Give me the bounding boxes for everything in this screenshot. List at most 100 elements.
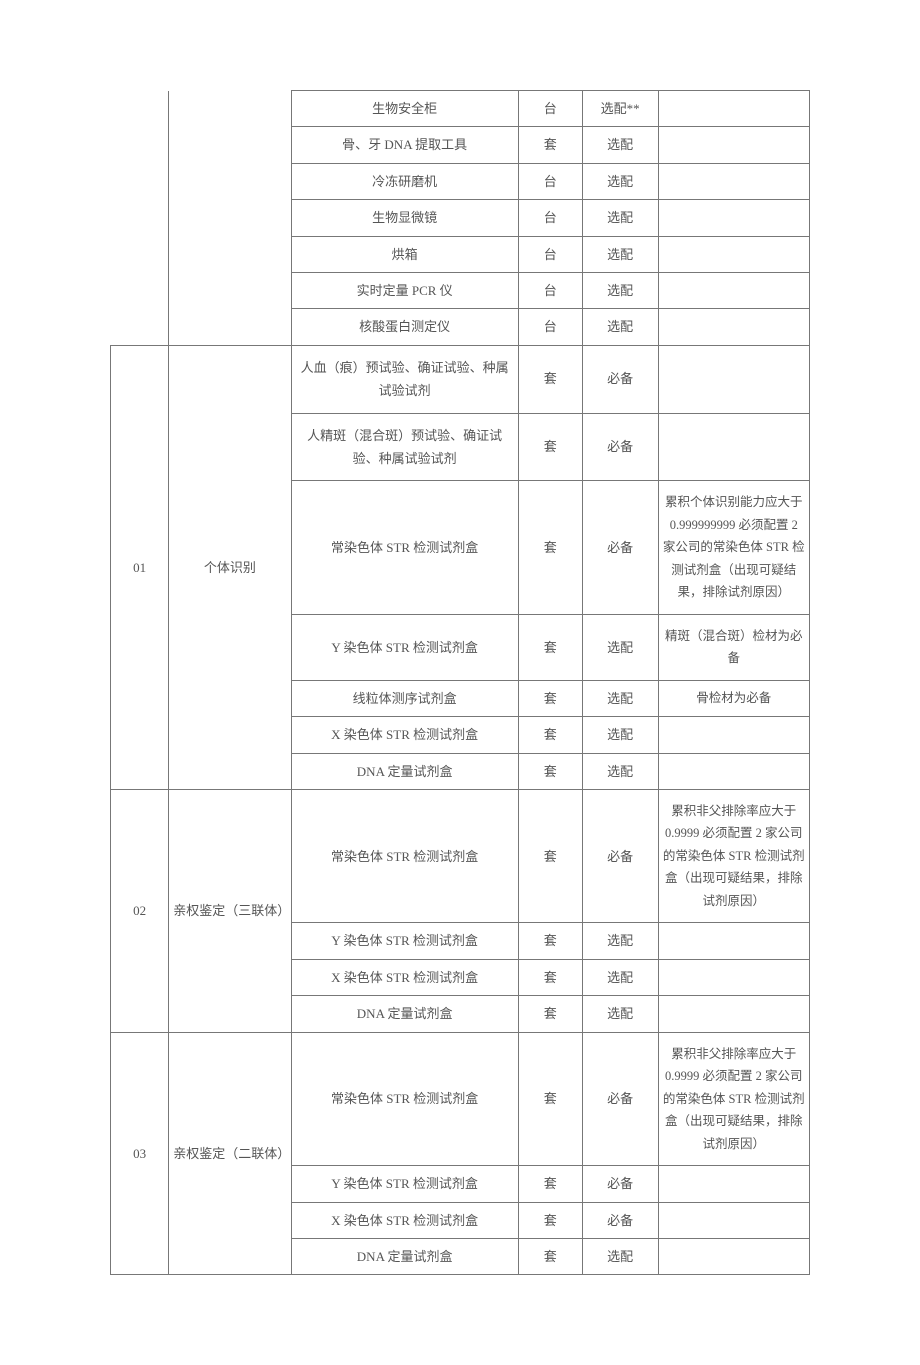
row-note (658, 1238, 809, 1274)
row-category: 亲权鉴定（二联体） (169, 1032, 291, 1275)
row-id (111, 91, 169, 346)
row-unit: 台 (518, 272, 582, 308)
row-item: X 染色体 STR 检测试剂盒 (291, 717, 518, 753)
row-requirement: 选配 (582, 127, 658, 163)
row-requirement: 选配 (582, 236, 658, 272)
row-unit: 台 (518, 236, 582, 272)
row-note (658, 309, 809, 345)
row-item: 骨、牙 DNA 提取工具 (291, 127, 518, 163)
row-requirement: 必备 (582, 1202, 658, 1238)
equipment-table: 生物安全柜台选配**骨、牙 DNA 提取工具套选配冷冻研磨机台选配生物显微镜台选… (110, 90, 810, 1275)
row-unit: 套 (518, 614, 582, 680)
row-note (658, 1166, 809, 1202)
table-row: 生物安全柜台选配** (111, 91, 810, 127)
row-note (658, 413, 809, 481)
row-unit: 台 (518, 309, 582, 345)
row-note (658, 127, 809, 163)
row-requirement: 选配 (582, 200, 658, 236)
row-unit: 套 (518, 753, 582, 789)
row-requirement: 选配** (582, 91, 658, 127)
row-requirement: 选配 (582, 717, 658, 753)
row-note: 精斑（混合斑）检材为必备 (658, 614, 809, 680)
table-row: 02亲权鉴定（三联体）常染色体 STR 检测试剂盒套必备累积非父排除率应大于 0… (111, 789, 810, 923)
row-item: X 染色体 STR 检测试剂盒 (291, 1202, 518, 1238)
row-item: 常染色体 STR 检测试剂盒 (291, 481, 518, 615)
row-item: 人血（痕）预试验、确证试验、种属试验试剂 (291, 345, 518, 413)
row-note (658, 996, 809, 1032)
row-requirement: 选配 (582, 923, 658, 959)
row-requirement: 选配 (582, 996, 658, 1032)
row-id: 01 (111, 345, 169, 789)
row-unit: 套 (518, 789, 582, 923)
row-note (658, 91, 809, 127)
row-unit: 台 (518, 91, 582, 127)
row-requirement: 必备 (582, 345, 658, 413)
row-unit: 套 (518, 959, 582, 995)
row-unit: 套 (518, 127, 582, 163)
row-unit: 台 (518, 200, 582, 236)
row-requirement: 选配 (582, 272, 658, 308)
table-row: 01个体识别人血（痕）预试验、确证试验、种属试验试剂套必备 (111, 345, 810, 413)
row-note (658, 236, 809, 272)
row-id: 03 (111, 1032, 169, 1275)
row-requirement: 选配 (582, 309, 658, 345)
row-note: 累积非父排除率应大于 0.9999 必须配置 2 家公司的常染色体 STR 检测… (658, 1032, 809, 1166)
row-note (658, 717, 809, 753)
row-note (658, 959, 809, 995)
row-unit: 套 (518, 923, 582, 959)
row-requirement: 必备 (582, 413, 658, 481)
row-requirement: 选配 (582, 163, 658, 199)
row-item: 实时定量 PCR 仪 (291, 272, 518, 308)
row-unit: 套 (518, 1238, 582, 1274)
row-item: DNA 定量试剂盒 (291, 996, 518, 1032)
row-requirement: 必备 (582, 1166, 658, 1202)
row-note (658, 923, 809, 959)
row-requirement: 选配 (582, 614, 658, 680)
row-note: 累积非父排除率应大于 0.9999 必须配置 2 家公司的常染色体 STR 检测… (658, 789, 809, 923)
table-row: 03亲权鉴定（二联体）常染色体 STR 检测试剂盒套必备累积非父排除率应大于 0… (111, 1032, 810, 1166)
row-item: DNA 定量试剂盒 (291, 753, 518, 789)
row-unit: 套 (518, 717, 582, 753)
row-unit: 套 (518, 680, 582, 716)
row-note (658, 753, 809, 789)
row-item: 常染色体 STR 检测试剂盒 (291, 789, 518, 923)
row-item: 常染色体 STR 检测试剂盒 (291, 1032, 518, 1166)
row-note (658, 200, 809, 236)
row-unit: 套 (518, 413, 582, 481)
row-requirement: 选配 (582, 680, 658, 716)
row-note (658, 345, 809, 413)
row-item: DNA 定量试剂盒 (291, 1238, 518, 1274)
row-item: 线粒体测序试剂盒 (291, 680, 518, 716)
row-id: 02 (111, 789, 169, 1032)
row-item: X 染色体 STR 检测试剂盒 (291, 959, 518, 995)
row-unit: 台 (518, 163, 582, 199)
row-item: 生物安全柜 (291, 91, 518, 127)
row-unit: 套 (518, 1166, 582, 1202)
row-unit: 套 (518, 345, 582, 413)
row-category (169, 91, 291, 346)
row-unit: 套 (518, 996, 582, 1032)
row-note (658, 1202, 809, 1238)
row-requirement: 必备 (582, 1032, 658, 1166)
row-item: Y 染色体 STR 检测试剂盒 (291, 614, 518, 680)
row-note (658, 272, 809, 308)
row-category: 亲权鉴定（三联体） (169, 789, 291, 1032)
row-item: 生物显微镜 (291, 200, 518, 236)
row-item: Y 染色体 STR 检测试剂盒 (291, 923, 518, 959)
row-unit: 套 (518, 1032, 582, 1166)
row-requirement: 必备 (582, 481, 658, 615)
row-requirement: 选配 (582, 959, 658, 995)
row-unit: 套 (518, 1202, 582, 1238)
row-requirement: 选配 (582, 1238, 658, 1274)
row-item: 冷冻研磨机 (291, 163, 518, 199)
row-requirement: 选配 (582, 753, 658, 789)
row-requirement: 必备 (582, 789, 658, 923)
row-item: 核酸蛋白测定仪 (291, 309, 518, 345)
row-item: 人精斑（混合斑）预试验、确证试验、种属试验试剂 (291, 413, 518, 481)
row-category: 个体识别 (169, 345, 291, 789)
row-note: 累积个体识别能力应大于 0.999999999 必须配置 2 家公司的常染色体 … (658, 481, 809, 615)
row-note: 骨检材为必备 (658, 680, 809, 716)
row-unit: 套 (518, 481, 582, 615)
row-item: 烘箱 (291, 236, 518, 272)
row-item: Y 染色体 STR 检测试剂盒 (291, 1166, 518, 1202)
